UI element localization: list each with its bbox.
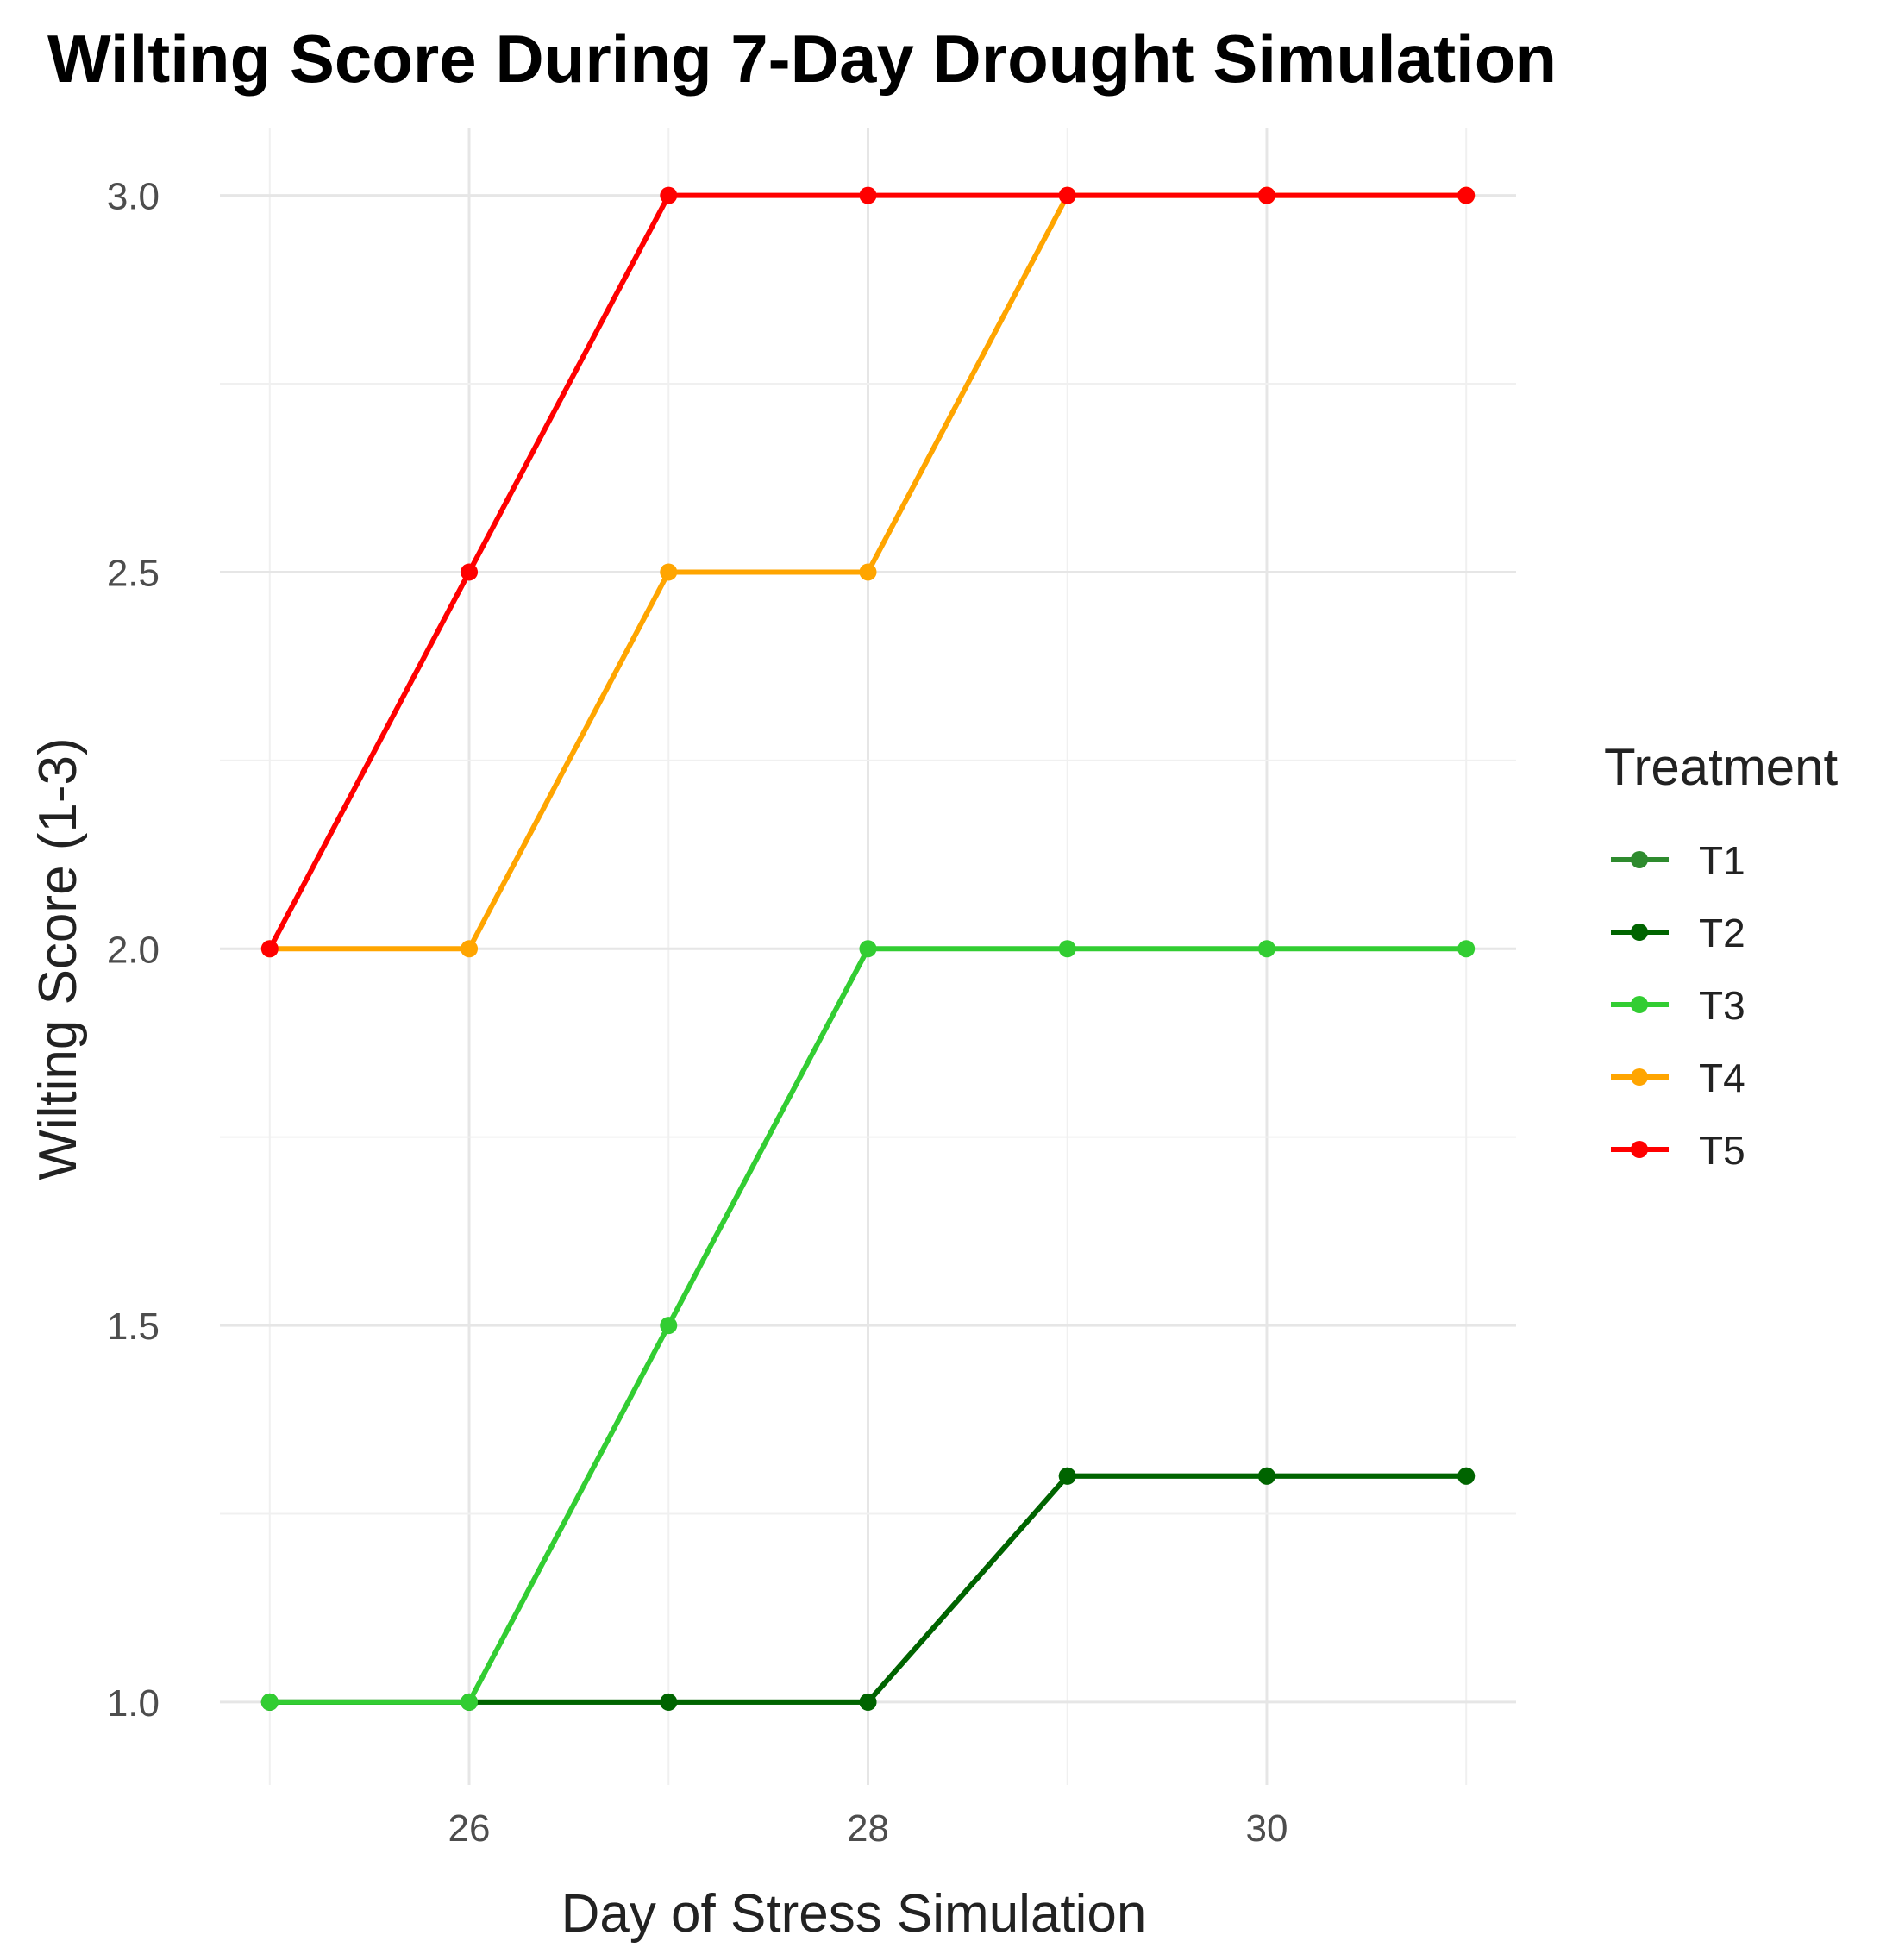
legend: Treatment T1 T2 T3 T4 T5 (1604, 738, 1839, 1173)
chart-title: Wilting Score During 7-Day Drought Simul… (47, 21, 1557, 97)
data-point-t5 (660, 186, 678, 204)
legend-item-t4: T4 (1611, 1055, 1745, 1100)
legend-item-t2: T2 (1611, 911, 1745, 955)
legend-item-t1: T1 (1611, 838, 1745, 883)
legend-key-point (1631, 851, 1648, 868)
data-point-t4 (859, 563, 877, 581)
legend-label: T4 (1699, 1055, 1745, 1100)
data-point-t3 (260, 1693, 279, 1711)
legend-key-point (1631, 1141, 1648, 1158)
data-point-t4 (461, 940, 479, 958)
data-point-t2 (660, 1693, 678, 1711)
legend-label: T3 (1699, 983, 1745, 1028)
x-tick-label: 30 (1245, 1807, 1288, 1850)
data-point-t5 (1457, 186, 1476, 204)
y-tick-label: 2.5 (107, 552, 160, 594)
series-t5 (260, 186, 1476, 958)
data-point-t3 (859, 940, 877, 958)
data-point-t2 (1058, 1467, 1076, 1485)
data-point-t2 (1457, 1467, 1476, 1485)
y-tick-label: 1.0 (107, 1682, 160, 1725)
legend-label: T5 (1699, 1128, 1745, 1173)
data-point-t5 (859, 186, 877, 204)
x-tick-label: 28 (847, 1807, 889, 1850)
series-lines (260, 186, 1476, 1711)
y-tick-label: 1.5 (107, 1306, 160, 1348)
tick-labels: 26 28 30 1.0 1.5 2.0 2.5 3.0 (107, 176, 1288, 1850)
x-axis-title: Day of Stress Simulation (561, 1884, 1147, 1944)
legend-key-point (1631, 924, 1648, 941)
data-point-t3 (1457, 940, 1476, 958)
data-point-t3 (461, 1693, 479, 1711)
data-point-t5 (461, 563, 479, 581)
legend-item-t3: T3 (1611, 983, 1745, 1028)
legend-key-point (1631, 1068, 1648, 1086)
series-t3 (260, 940, 1476, 1711)
y-tick-label: 3.0 (107, 176, 160, 218)
legend-label: T1 (1699, 838, 1745, 883)
legend-label: T2 (1699, 911, 1745, 955)
data-point-t3 (1257, 940, 1275, 958)
legend-key-point (1631, 996, 1648, 1013)
y-tick-label: 2.0 (107, 929, 160, 971)
data-point-t3 (1058, 940, 1076, 958)
y-axis-title: Wilting Score (1-3) (28, 737, 88, 1180)
data-point-t5 (1058, 186, 1076, 204)
data-point-t5 (260, 940, 279, 958)
data-point-t5 (1257, 186, 1275, 204)
legend-title: Treatment (1604, 738, 1839, 796)
x-tick-label: 26 (448, 1807, 491, 1850)
data-point-t3 (660, 1317, 678, 1335)
data-point-t2 (1257, 1467, 1275, 1485)
data-point-t2 (859, 1693, 877, 1711)
data-point-t4 (660, 563, 678, 581)
legend-item-t5: T5 (1611, 1128, 1745, 1173)
